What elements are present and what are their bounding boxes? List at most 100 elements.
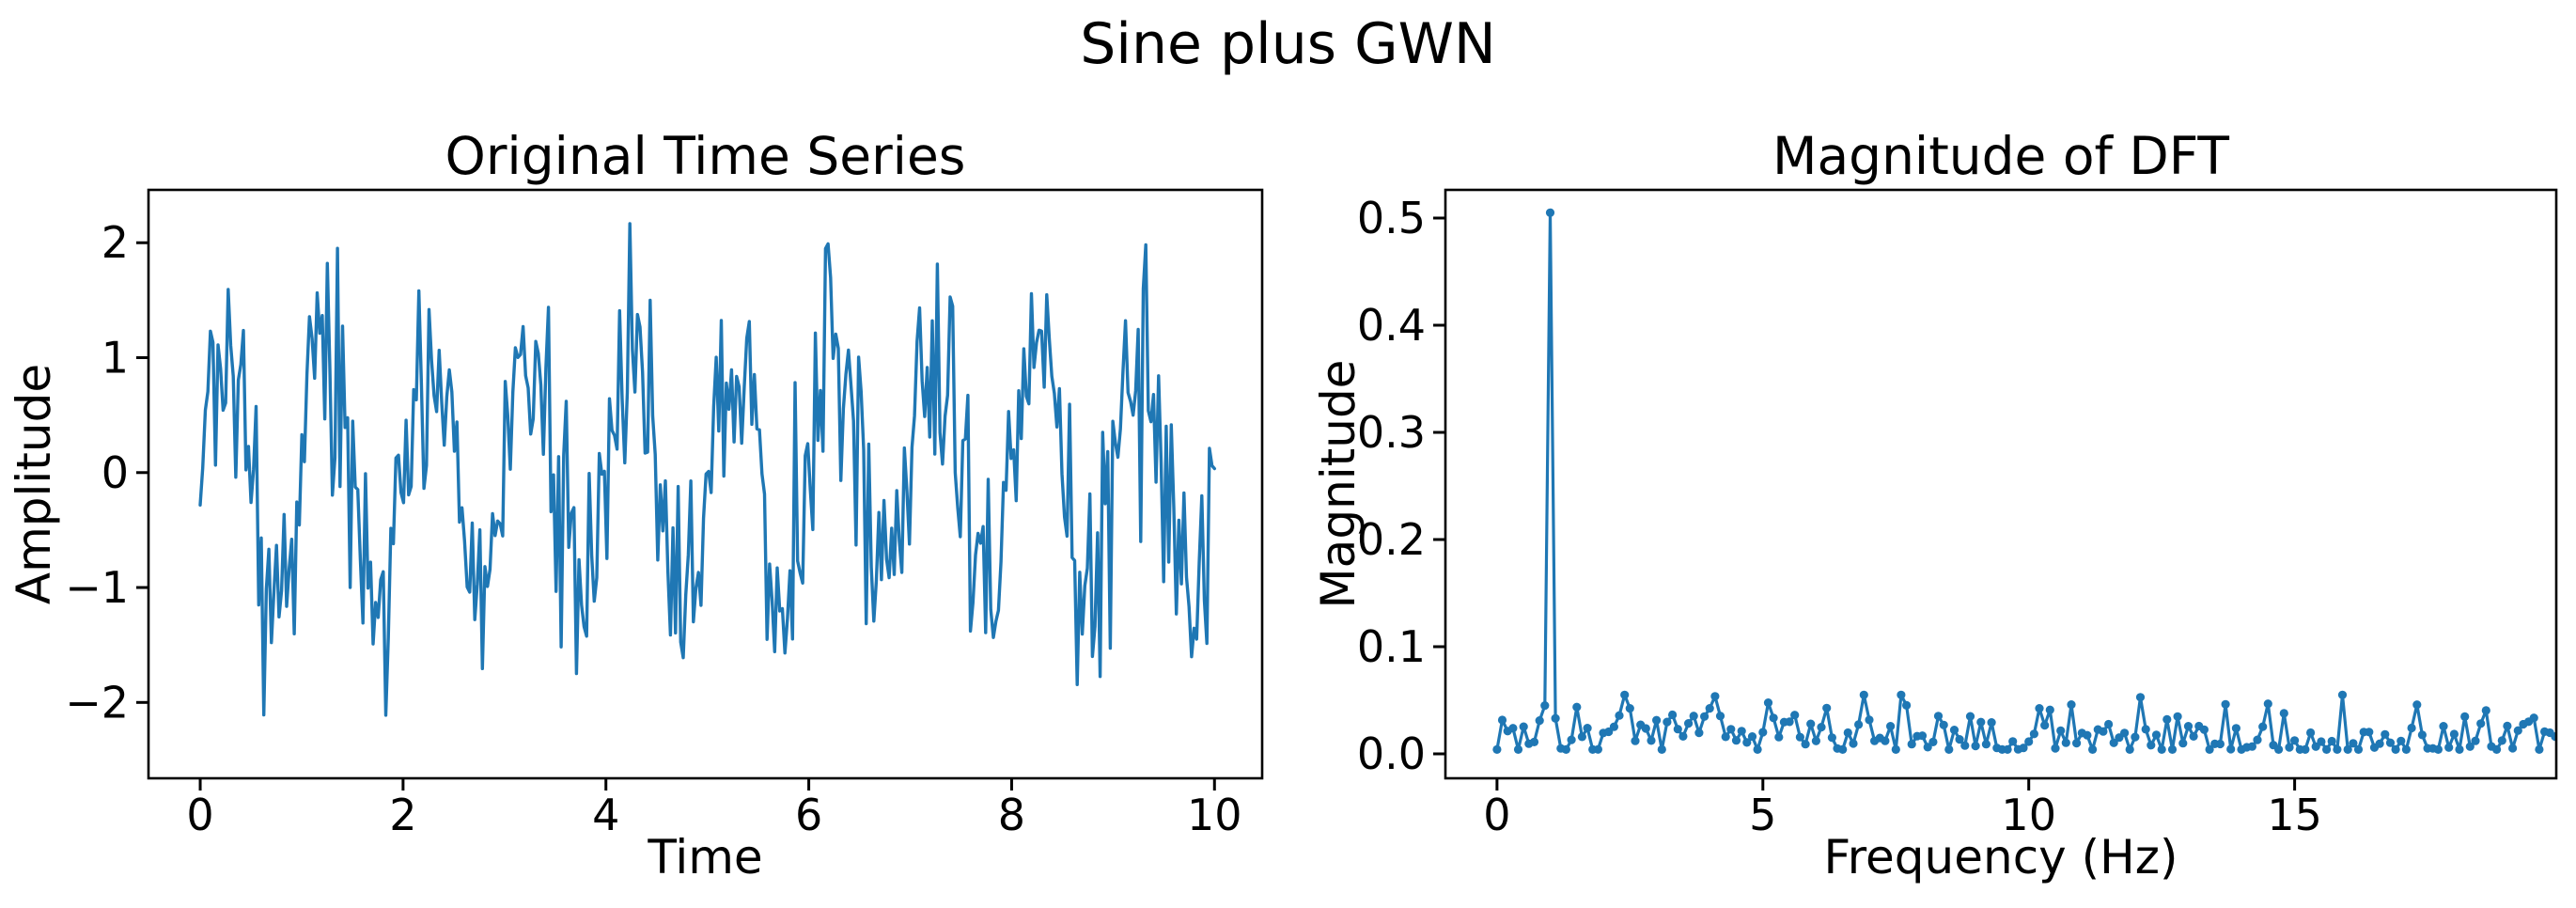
data-point-marker — [2274, 744, 2284, 755]
data-point-marker — [1801, 740, 1810, 749]
data-point-marker — [2109, 738, 2118, 747]
data-point-marker — [2051, 744, 2060, 753]
data-point-marker — [2513, 726, 2522, 735]
data-point-marker — [2327, 736, 2336, 746]
data-point-marker — [1583, 724, 1592, 733]
data-point-marker — [2317, 737, 2326, 746]
data-point-marker — [2433, 744, 2443, 755]
data-point-marker — [2306, 728, 2316, 738]
x-tick-label: 10 — [2001, 790, 2056, 840]
data-point-marker — [2226, 744, 2236, 754]
data-point-marker — [2173, 712, 2182, 721]
data-point-marker — [1631, 736, 1640, 745]
data-point-marker — [1923, 743, 1932, 752]
data-point-marker — [1859, 690, 1868, 699]
data-point-marker — [2178, 739, 2188, 748]
data-point-marker — [2151, 730, 2162, 740]
data-point-marker — [1758, 728, 1768, 737]
data-point-marker — [2247, 742, 2256, 751]
data-point-marker — [2333, 744, 2342, 755]
data-point-marker — [1902, 700, 1912, 711]
data-point-marker — [2301, 744, 2310, 755]
data-point-marker — [2381, 729, 2390, 739]
data-point-marker — [2417, 730, 2427, 740]
data-point-marker — [2024, 737, 2034, 746]
data-point-marker — [1817, 723, 1826, 732]
data-point-marker — [2322, 744, 2332, 755]
data-point-marker — [2167, 744, 2178, 755]
data-point-marker — [1747, 732, 1757, 742]
data-point-marker — [2375, 739, 2384, 748]
data-point-marker — [1625, 704, 1634, 713]
data-point-marker — [2088, 744, 2098, 755]
y-tick-label: 2 — [101, 217, 129, 268]
data-point-marker — [2183, 722, 2194, 731]
x-tick-label: 6 — [795, 790, 822, 840]
data-point-marker — [1710, 692, 1720, 701]
data-point-marker — [2131, 732, 2140, 742]
data-point-marker — [2535, 744, 2544, 755]
data-point-marker — [2258, 722, 2268, 731]
data-point-marker — [1827, 733, 1836, 743]
x-tick-label: 0 — [186, 790, 213, 840]
data-point-marker — [2353, 744, 2364, 755]
dft-markers — [1492, 208, 2556, 755]
data-point-marker — [1678, 731, 1688, 742]
y-tick-label: 0.5 — [1357, 193, 1426, 243]
y-tick-label: −1 — [65, 562, 129, 613]
data-point-marker — [2231, 724, 2240, 733]
data-point-marker — [2083, 730, 2092, 740]
data-point-marker — [2199, 725, 2209, 734]
x-tick-label: 8 — [998, 790, 1025, 840]
data-point-marker — [1939, 720, 1948, 729]
data-point-marker — [2221, 699, 2230, 709]
data-point-marker — [1737, 727, 1746, 736]
data-point-marker — [1673, 725, 1682, 734]
data-point-marker — [2391, 744, 2400, 755]
data-point-marker — [1492, 744, 1502, 755]
data-point-marker — [1694, 728, 1704, 738]
data-point-marker — [1641, 724, 1650, 733]
x-tick-label: 5 — [1749, 790, 1776, 840]
data-point-marker — [2029, 729, 2038, 739]
data-point-marker — [2492, 744, 2502, 755]
data-point-marker — [1705, 704, 1714, 713]
data-point-marker — [2285, 743, 2294, 752]
data-point-marker — [2141, 725, 2150, 734]
data-point-marker — [2104, 719, 2114, 729]
data-point-marker — [1838, 744, 1848, 755]
y-tick-label: 0.4 — [1357, 300, 1426, 351]
y-tick-label: 0 — [101, 447, 129, 498]
data-point-marker — [1615, 711, 1624, 720]
data-point-marker — [2135, 693, 2146, 702]
data-point-marker — [2162, 714, 2172, 725]
x-tick-label: 2 — [389, 790, 416, 840]
data-point-marker — [2349, 739, 2358, 748]
y-tick-label: 0.2 — [1357, 514, 1426, 565]
data-point-marker — [1593, 744, 1602, 754]
data-point-marker — [1897, 690, 1906, 699]
data-point-marker — [1715, 712, 1725, 721]
y-tick-label: 0.0 — [1357, 728, 1426, 779]
data-point-marker — [2412, 700, 2422, 710]
data-point-marker — [2147, 741, 2156, 750]
data-point-marker — [1971, 742, 1980, 751]
figure-suptitle: Sine plus GWN — [1080, 11, 1496, 77]
data-point-marker — [2401, 744, 2411, 755]
x-tick-label: 0 — [1483, 790, 1510, 840]
data-point-marker — [2125, 744, 2134, 755]
data-point-marker — [2067, 700, 2076, 710]
data-point-marker — [1976, 717, 1986, 727]
data-point-marker — [2508, 744, 2518, 753]
data-point-marker — [2253, 735, 2262, 744]
data-point-marker — [1886, 722, 1896, 731]
data-point-marker — [1769, 713, 1778, 723]
data-point-marker — [2337, 690, 2348, 699]
data-point-marker — [1774, 732, 1784, 742]
data-point-marker — [2444, 743, 2454, 752]
data-point-marker — [1519, 722, 1528, 731]
data-point-marker — [1577, 732, 1586, 742]
data-point-marker — [2465, 742, 2475, 751]
data-point-marker — [1561, 744, 1570, 755]
